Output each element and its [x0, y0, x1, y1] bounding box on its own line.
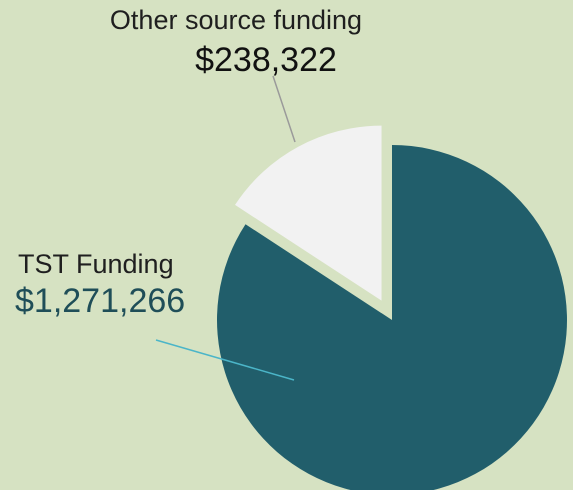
value-label: $238,322: [195, 41, 337, 79]
category-label: Other source funding: [110, 5, 362, 35]
value-label: $1,271,266: [15, 282, 185, 320]
leader-line: [272, 75, 296, 143]
pie-slice: [217, 145, 567, 490]
category-label: TST Funding: [18, 249, 174, 279]
pie-slice: [235, 125, 382, 301]
leader-line: [155, 339, 295, 381]
